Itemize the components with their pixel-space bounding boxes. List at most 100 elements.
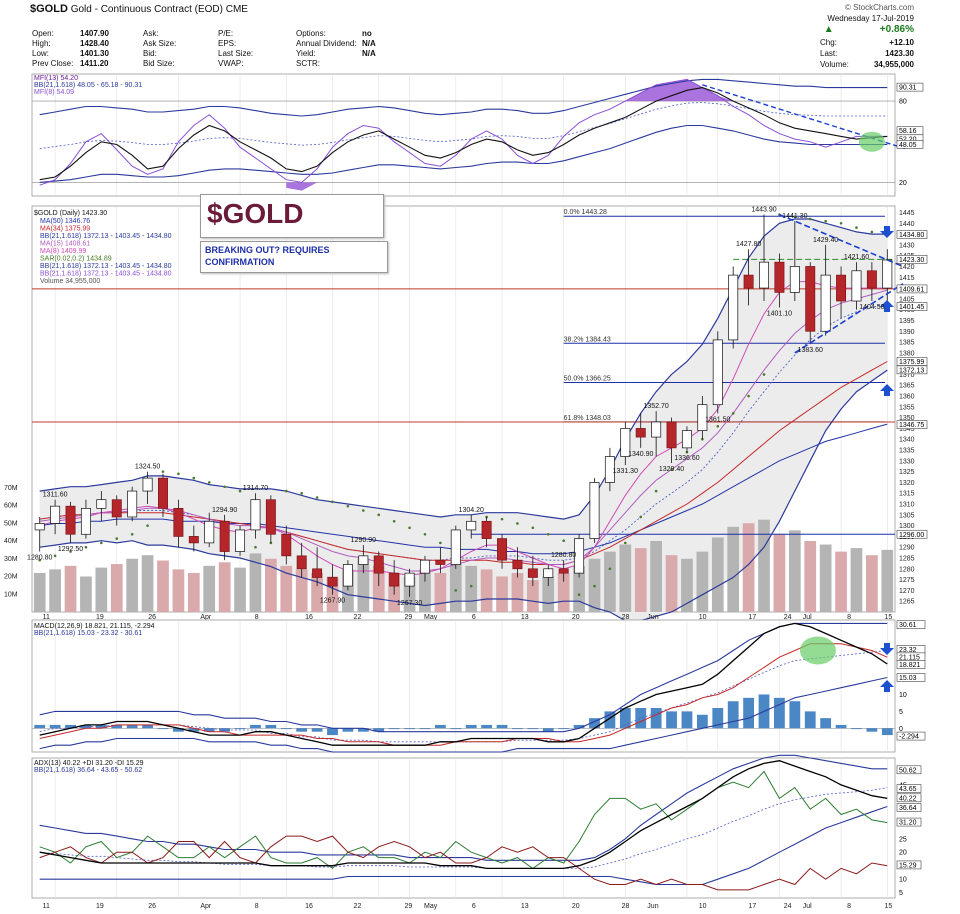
sar-dot <box>423 532 427 536</box>
sar-dot <box>362 509 365 512</box>
axis-label-box <box>896 660 926 669</box>
x-axis-label: 20 <box>572 903 580 910</box>
price-annotation: 1336.60 <box>674 455 699 462</box>
volume-bar <box>187 572 200 612</box>
adx-bb-mid <box>39 787 888 869</box>
macd-histogram-bar <box>265 724 277 729</box>
macd-histogram-bar <box>49 724 61 729</box>
macd-axis-label: 15.03 <box>899 675 917 682</box>
macd-histogram-bar <box>311 728 323 732</box>
price-axis-label: 1305 <box>899 512 915 519</box>
volume-bar <box>449 562 462 612</box>
gold-callout: $GOLD <box>200 194 384 238</box>
sar-dot <box>392 519 396 523</box>
candle-body <box>80 507 91 535</box>
price-axis-label: 1385 <box>899 340 915 347</box>
price-axis-highlight: 1375.99 <box>899 359 924 366</box>
axis-label-box <box>896 731 926 741</box>
price-axis-label: 1445 <box>899 210 915 217</box>
last-label: Last: <box>820 49 838 58</box>
sar-dot <box>284 489 288 493</box>
volume-bar <box>372 565 385 612</box>
macd-histogram-bar <box>774 697 785 729</box>
volume-bar <box>557 572 570 612</box>
sar-dot <box>254 545 257 549</box>
x-axis-label: Jun <box>647 903 658 910</box>
mfi-axis-label: 80 <box>899 99 907 106</box>
candle-body <box>651 421 662 438</box>
axis-label-box <box>896 140 924 149</box>
price-annotation: 1267.90 <box>320 598 345 605</box>
sar-dot <box>300 491 303 495</box>
macd-histogram-bar <box>157 728 169 730</box>
volume-bar <box>634 548 647 612</box>
macd-histogram-bar <box>126 724 138 729</box>
macd-histogram-bar <box>589 718 600 729</box>
sar-dot <box>454 589 458 592</box>
macd-histogram-bar <box>635 708 647 729</box>
macd-histogram-bar <box>573 724 585 729</box>
price-legend-entry: Volume 34,955,000 <box>40 278 100 285</box>
price-axis-highlight: 1346.75 <box>899 422 924 429</box>
down-arrow-icon <box>880 643 894 655</box>
price-annotation: 1267.30 <box>397 600 422 607</box>
sar-dot <box>762 373 766 376</box>
x-axis-label: 16 <box>305 614 313 621</box>
quote-date: Wednesday 17-Jul-2019 <box>827 14 914 23</box>
price-legend-entry: MA(8) 1409.99 <box>40 248 86 255</box>
x-axis-label: 20 <box>572 614 580 621</box>
candle-body <box>466 520 477 531</box>
sar-dot <box>238 489 242 493</box>
axis-label-box <box>896 284 928 294</box>
volume-bar <box>172 569 185 612</box>
volume-bar <box>157 560 169 612</box>
chart-title: $GOLD Gold - Continuous Contract (EOD) C… <box>30 3 248 15</box>
candle-body <box>512 559 523 570</box>
macd-axis-label: 0 <box>899 726 903 733</box>
x-axis-label: 22 <box>354 903 362 910</box>
candle-body <box>635 428 646 438</box>
price-annotation: 1404.50 <box>859 304 884 311</box>
stat-label: EPS: <box>218 39 237 48</box>
candle-body <box>574 538 585 574</box>
axis-label-box <box>896 784 922 793</box>
adx-axis-label: 5 <box>899 890 903 897</box>
candle-body <box>435 559 446 565</box>
fib-label: 38.2% 1384.43 <box>564 336 611 343</box>
sar-dot <box>808 217 812 221</box>
volume-bar <box>758 519 770 612</box>
volume-bar <box>249 553 262 612</box>
volume-axis-label: 10M <box>4 591 18 598</box>
x-axis-label: 11 <box>43 903 50 910</box>
axis-label-box <box>896 803 922 812</box>
sar-dot <box>331 500 334 504</box>
x-axis-label: Jul <box>803 614 812 621</box>
candle-body <box>759 261 769 289</box>
macd-histogram-bar <box>666 711 677 729</box>
x-axis-label: 8 <box>255 614 259 621</box>
price-annotation: 1421.60 <box>844 254 869 261</box>
x-axis-label: 10 <box>699 903 707 910</box>
macd-axis-label: 23.32 <box>899 647 917 654</box>
volume-bar <box>804 541 817 612</box>
adx-panel <box>31 757 896 899</box>
candle-body <box>712 339 723 406</box>
volume-bar <box>295 569 308 612</box>
price-axis-highlight: 1409.61 <box>899 286 924 293</box>
price-annotation: 1304.20 <box>459 507 484 514</box>
mfi-axis-label: 20 <box>899 180 907 187</box>
macd-histogram-bar <box>527 728 539 730</box>
macd-legend-bb: BB(21,1.618) 15.03 - 23.32 - 30.61 <box>34 630 142 637</box>
macd-bb-upper <box>39 622 888 733</box>
mfi-axis-label: 52.20 <box>899 136 917 143</box>
stat-value: 1411.20 <box>80 59 109 68</box>
price-axis-label: 1330 <box>899 458 915 465</box>
volume-bar <box>480 569 493 612</box>
axis-label-box <box>896 620 926 630</box>
macd-histogram-bar <box>342 728 354 732</box>
stat-value: no <box>362 29 372 38</box>
volume-axis-label: 30M <box>4 556 18 563</box>
instrument-name: Gold - Continuous Contract (EOD) <box>70 4 223 15</box>
stat-label: SCTR: <box>296 59 320 68</box>
